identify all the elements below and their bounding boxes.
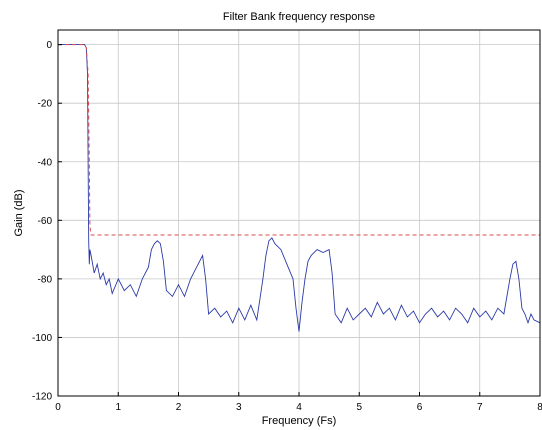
tick-labels: 0 1 2 3 4 5 6 7 8 0 -20 -40 -60 -80 -100 -120 bbox=[32, 40, 542, 413]
series-layer bbox=[58, 44, 541, 332]
y-tick-label: -40 bbox=[38, 157, 53, 168]
chart-title: Filter Bank frequency response bbox=[223, 11, 375, 23]
x-tick-label: 8 bbox=[537, 402, 542, 413]
frequency-response-line bbox=[58, 44, 541, 332]
y-tick-label: -100 bbox=[32, 333, 52, 344]
dashed-mask-line bbox=[58, 44, 540, 236]
x-tick-label: 7 bbox=[477, 402, 483, 413]
y-axis-label: Gain (dB) bbox=[13, 189, 25, 236]
x-tick-label: 6 bbox=[417, 402, 423, 413]
y-tick-label: -120 bbox=[32, 392, 52, 403]
y-tick-label: -80 bbox=[38, 274, 53, 285]
x-tick-label: 0 bbox=[55, 402, 61, 413]
y-tick-label: -60 bbox=[38, 216, 53, 227]
y-tick-label: -20 bbox=[38, 99, 53, 110]
x-tick-label: 1 bbox=[115, 402, 121, 413]
x-tick-label: 3 bbox=[236, 402, 242, 413]
y-tick-label: 0 bbox=[46, 40, 52, 51]
x-axis-label: Frequency (Fs) bbox=[262, 415, 337, 427]
x-tick-label: 4 bbox=[296, 402, 302, 413]
x-tick-label: 5 bbox=[356, 402, 362, 413]
x-tick-label: 2 bbox=[176, 402, 182, 413]
